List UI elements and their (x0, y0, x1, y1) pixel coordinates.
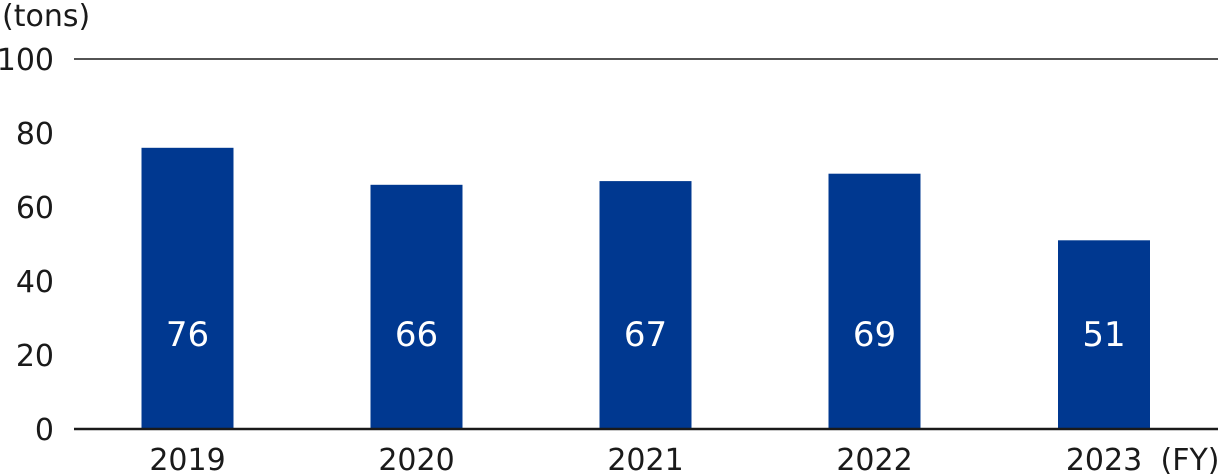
y-tick-label: 40 (16, 265, 54, 300)
x-axis-unit-label: (FY) (1161, 443, 1218, 474)
y-tick-label: 100 (0, 43, 54, 78)
bar (828, 173, 921, 429)
bar (1058, 240, 1150, 429)
x-axis-category-labels: 2019 2020 2021 2022 2023 (149, 443, 1142, 474)
bar-value-label: 76 (166, 315, 209, 355)
y-tick-label: 20 (16, 339, 54, 374)
bar-series: 76 66 67 69 51 (141, 147, 1150, 430)
y-tick-label: 60 (16, 191, 54, 226)
bar (370, 184, 463, 429)
y-tick-label: 0 (35, 413, 54, 448)
bar-value-label: 69 (853, 315, 896, 355)
y-axis-unit-label: (tons) (2, 0, 90, 34)
bar-value-label: 51 (1082, 315, 1125, 355)
bar-value-label: 67 (624, 315, 667, 355)
x-category-label: 2022 (836, 443, 912, 474)
y-axis-ticks: 0 20 40 60 80 100 (0, 43, 54, 448)
bar (599, 181, 692, 429)
x-category-label: 2023 (1066, 443, 1142, 474)
x-category-label: 2020 (378, 443, 454, 474)
bar (141, 147, 234, 430)
bar-value-label: 66 (395, 315, 438, 355)
y-tick-label: 80 (16, 117, 54, 152)
x-category-label: 2021 (607, 443, 683, 474)
x-category-label: 2019 (149, 443, 225, 474)
